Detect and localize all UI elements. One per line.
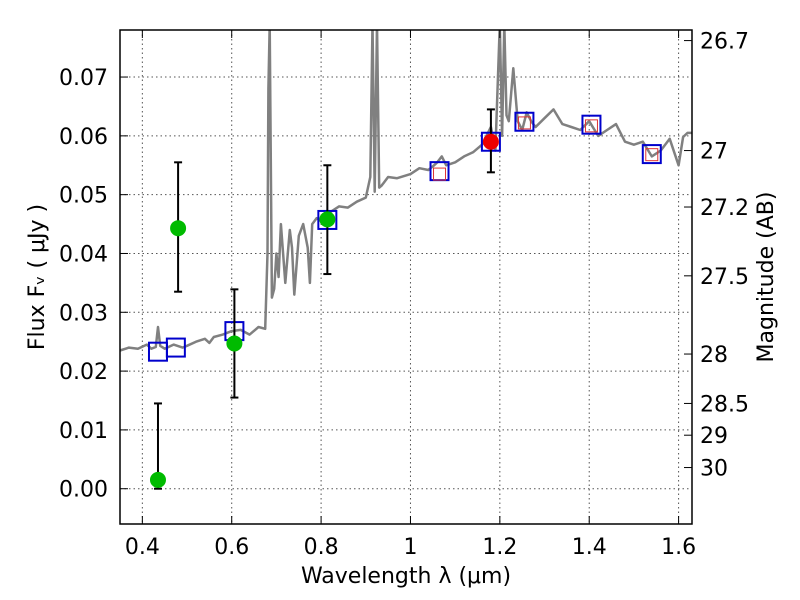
spectrum-line: [120, 30, 692, 352]
x-tick-label: 0.8: [304, 535, 339, 560]
y-tick-label: 0.05: [59, 184, 108, 209]
y-tick-label: 0.06: [59, 125, 108, 150]
right-tick-label: 27.5: [700, 265, 749, 290]
grid-lines: [120, 30, 692, 524]
model-photometry-square: [641, 144, 662, 165]
data-point: [226, 335, 243, 352]
x-tick-label: 0.6: [214, 535, 249, 560]
right-axis-label: Magnitude (AB): [754, 192, 779, 363]
y-tick-label: 0.04: [59, 242, 108, 267]
data-point: [319, 211, 336, 228]
x-axis-label: Wavelength λ (μm): [301, 564, 511, 589]
right-tick-label: 27: [700, 140, 728, 165]
right-tick-label: 28.5: [700, 392, 749, 417]
y-tick-label: 0.00: [59, 478, 108, 503]
small-red-square: [645, 148, 659, 162]
data-point: [170, 220, 187, 237]
plot-frame: [119, 29, 693, 525]
model-photometry-square: [165, 337, 186, 358]
right-tick-label: 28: [700, 343, 728, 368]
model-photometry-square: [514, 111, 535, 132]
data-point: [149, 471, 166, 488]
x-tick-label: 1: [403, 535, 417, 560]
model-photometry-square: [581, 114, 602, 135]
right-tick-label: 26.7: [700, 30, 749, 55]
plot-series: [120, 30, 692, 490]
x-tick-label: 0.4: [125, 535, 160, 560]
y-tick-label: 0.07: [59, 66, 108, 91]
y-tick-label: 0.02: [59, 360, 108, 385]
small-red-square: [433, 167, 447, 181]
x-tick-label: 1.4: [572, 535, 607, 560]
data-point: [482, 133, 499, 150]
y-tick-label: 0.03: [59, 301, 108, 326]
small-red-square: [517, 116, 531, 130]
x-tick-label: 1.6: [661, 535, 696, 560]
y-tick-label: 0.01: [59, 419, 108, 444]
right-tick-label: 30: [700, 457, 728, 482]
small-red-square: [584, 119, 598, 133]
axis-ticks: 0.4 0.6 0.8 1 1.2 1.4 1.6 0.00 0.01 0.02 0.03 0.04 0…: [59, 30, 749, 560]
right-tick-label: 29: [700, 424, 728, 449]
model-photometry-square: [147, 341, 168, 362]
right-tick-label: 27.2: [700, 196, 749, 221]
x-tick-label: 1.2: [482, 535, 517, 560]
y-axis-label: Flux Fᵥ ( μJy ): [25, 204, 50, 350]
